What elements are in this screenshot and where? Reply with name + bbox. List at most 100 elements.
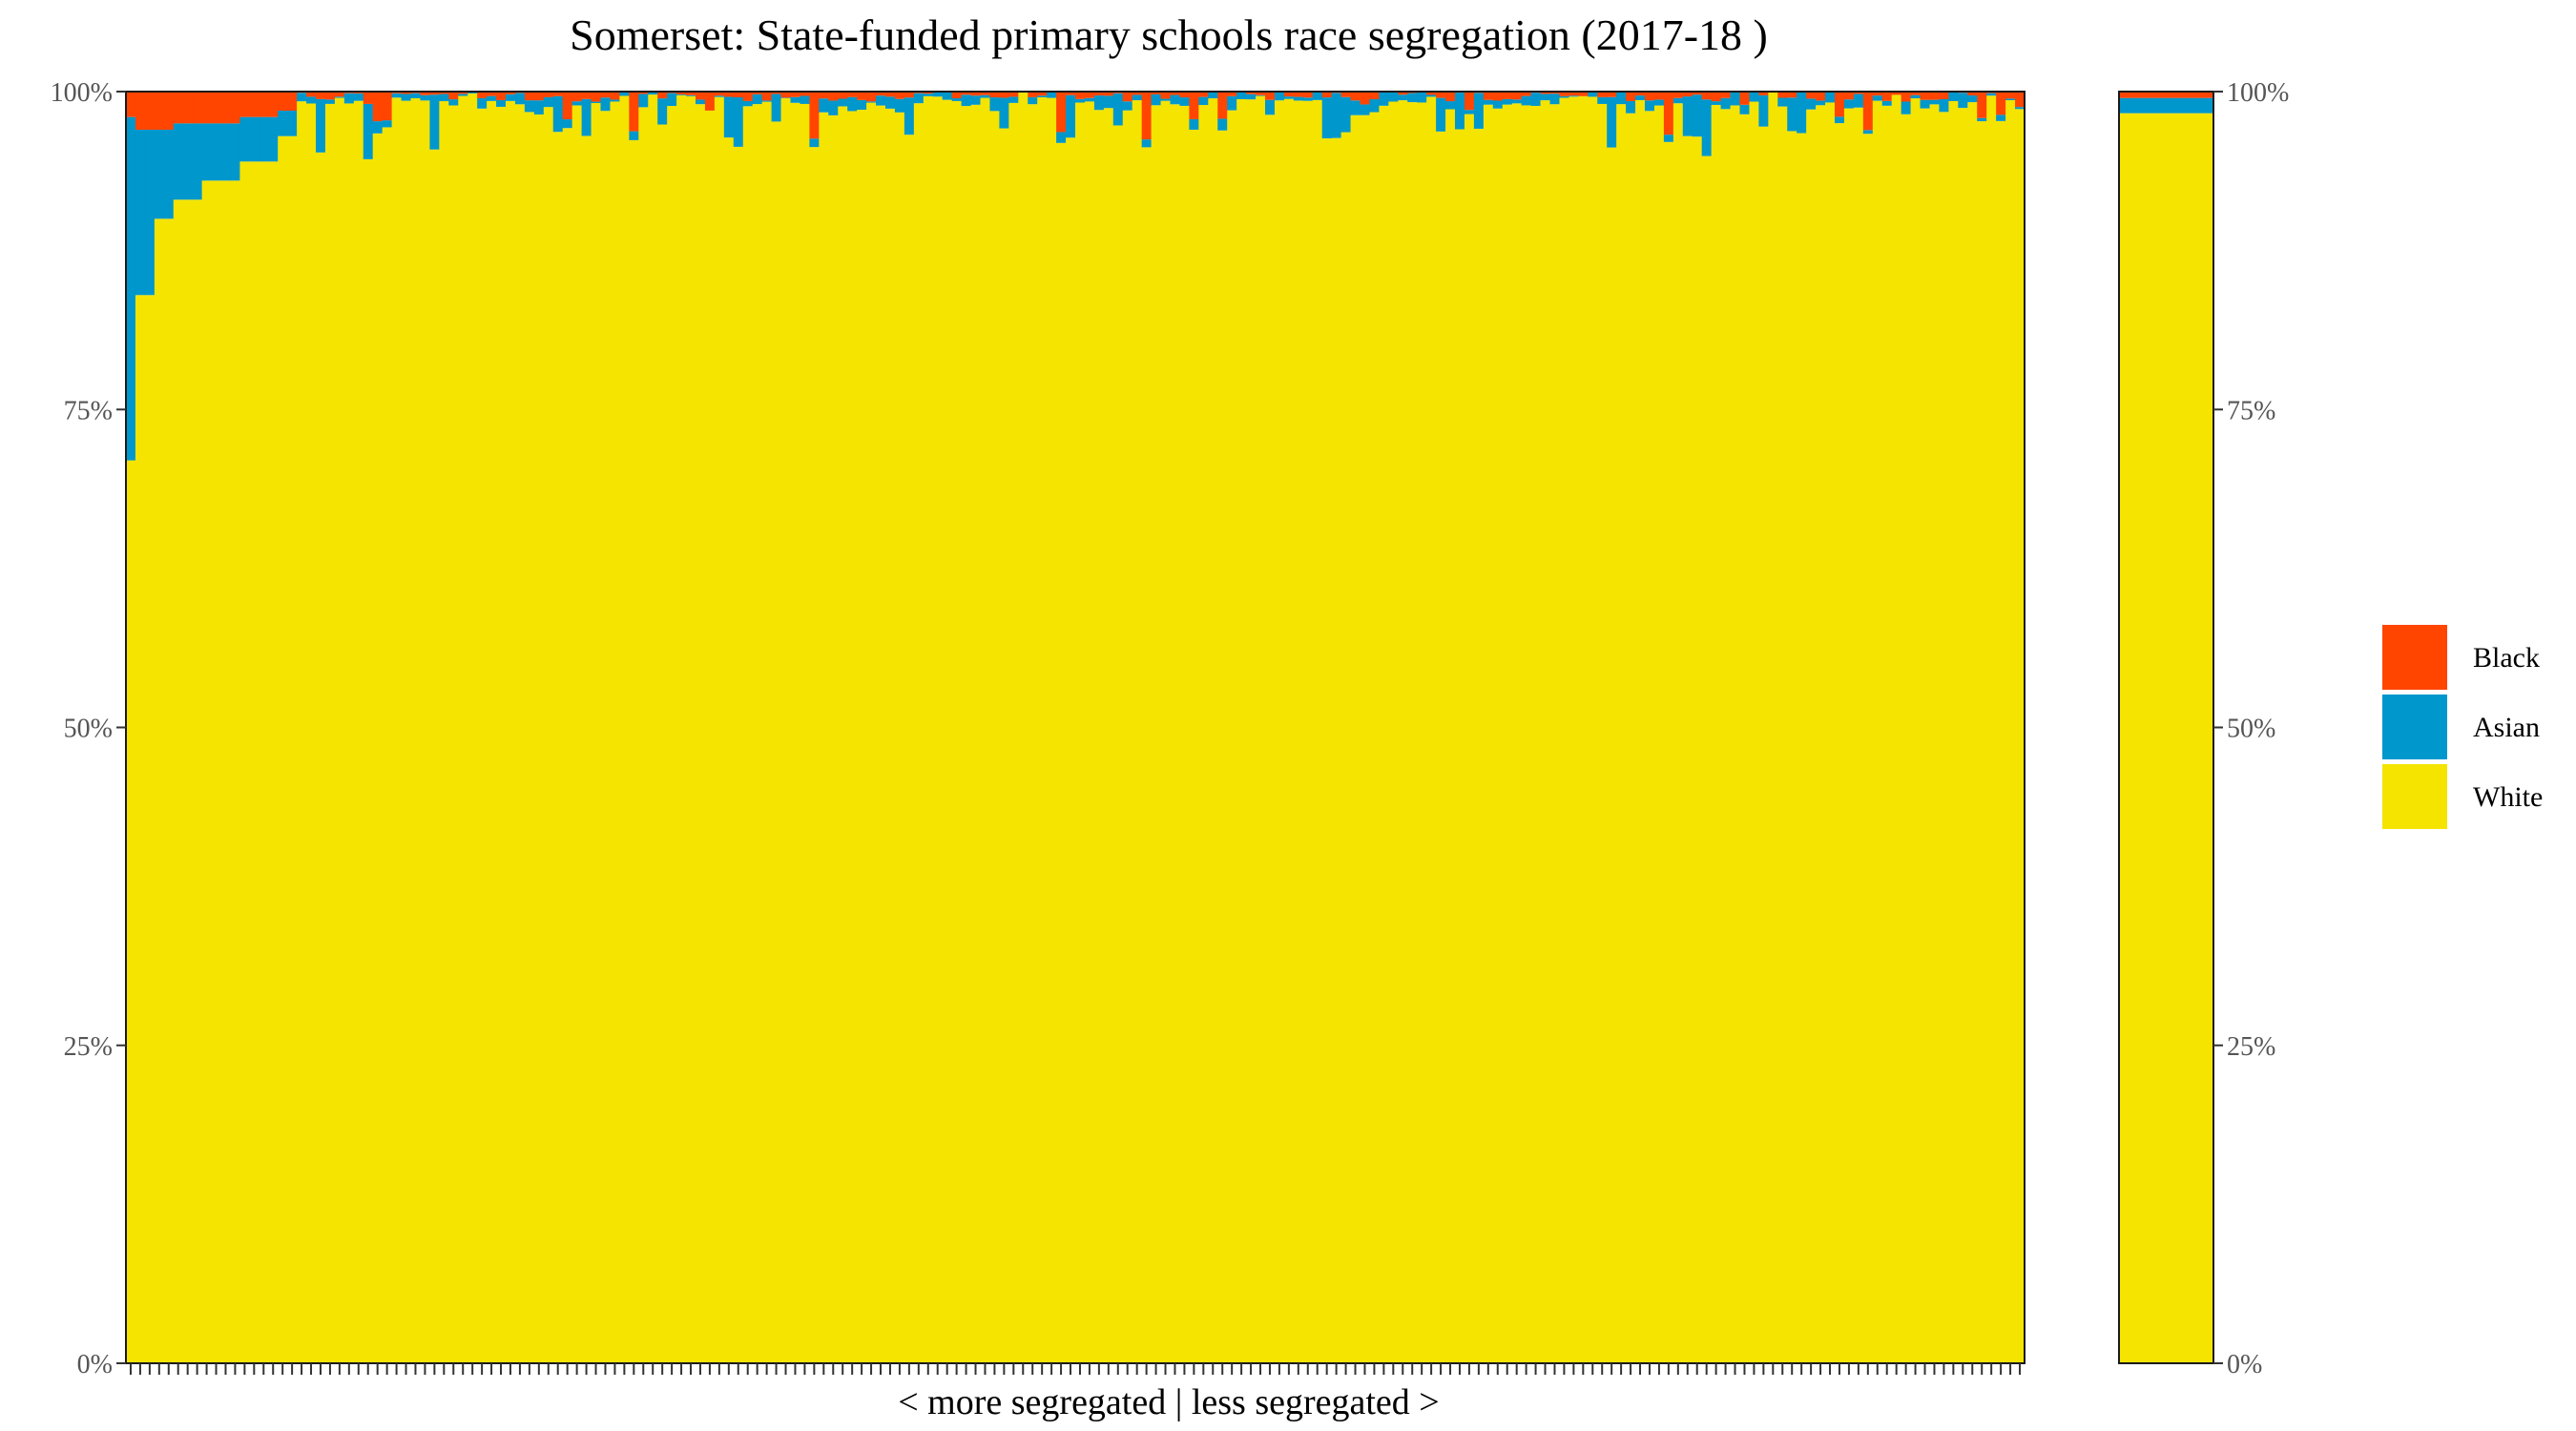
bar-white-segment (1511, 103, 1523, 1363)
bar-asian-segment (600, 97, 612, 112)
y-axis-right: 0% 25% 50% 75% 100% (2213, 78, 2289, 1379)
bar-black-segment (1701, 92, 1713, 100)
bar-black-segment (552, 92, 564, 96)
bar-asian-segment (1473, 93, 1485, 129)
bar-black-segment (1891, 92, 1902, 95)
bar-white-segment (1739, 114, 1751, 1364)
bar-black-segment (324, 92, 336, 100)
bar-black-segment (506, 92, 516, 94)
bar-black-segment (1502, 92, 1513, 99)
bar-asian-segment (809, 138, 820, 148)
bar-asian-segment (1862, 130, 1874, 135)
bar-asian-segment (1588, 92, 1598, 97)
bar-white-segment (1816, 105, 1826, 1364)
bar-white-segment (230, 180, 240, 1363)
overall-asian-segment (2119, 97, 2213, 114)
bar-white-segment (1350, 114, 1361, 1364)
bar-black-segment (629, 92, 639, 132)
bar-white-segment (1626, 113, 1636, 1364)
x-axis-ticks (129, 1363, 2022, 1375)
bar-white-segment (1711, 104, 1722, 1364)
bar-white-segment (477, 108, 488, 1364)
bar-white-segment (562, 128, 573, 1364)
bar-white-segment (1502, 104, 1513, 1363)
legend-swatch-black (2382, 625, 2447, 690)
bar-white-segment (600, 111, 612, 1364)
bar-white-segment (838, 106, 848, 1364)
bar-black-segment (1758, 92, 1769, 95)
bar-black-segment (1436, 92, 1446, 98)
bar-white-segment (1806, 109, 1817, 1364)
bar-white-segment (752, 104, 763, 1363)
overall-white-segment (2119, 113, 2213, 1363)
bar-white-segment (239, 161, 250, 1364)
bar-black-segment (723, 92, 735, 97)
bar-asian-segment (1132, 94, 1143, 101)
bar-asian-segment (1843, 99, 1855, 109)
bar-black-segment (761, 92, 773, 101)
bar-white-segment (1265, 114, 1276, 1363)
bar-white-segment (1455, 129, 1465, 1363)
bar-black-segment (249, 92, 260, 117)
bar-white-segment (999, 128, 1009, 1363)
bar-white-segment (790, 102, 801, 1364)
bar-white-segment (1388, 101, 1399, 1364)
bar-white-segment (1977, 121, 1987, 1363)
y-tick-label-left: 75% (64, 396, 113, 425)
bar-asian-segment (1607, 96, 1617, 148)
bar-asian-segment (1283, 96, 1295, 99)
bar-white-segment (1492, 108, 1504, 1364)
bar-asian-segment (1645, 100, 1655, 112)
bar-asian-segment (610, 99, 620, 102)
bar-white-segment (1018, 93, 1028, 1363)
bar-black-segment (259, 92, 269, 117)
bar-black-segment (1645, 92, 1655, 101)
bar-asian-segment (1881, 100, 1893, 106)
bar-asian-segment (1170, 94, 1181, 105)
bar-black-segment (1920, 92, 1931, 100)
bar-black-segment (923, 92, 934, 94)
bar-asian-segment (1977, 117, 1987, 122)
bar-black-segment (828, 92, 839, 101)
bar-white-segment (1559, 97, 1569, 1363)
bar-black-segment (857, 92, 867, 100)
bar-white-segment (1843, 108, 1855, 1363)
bar-asian-segment (1302, 97, 1314, 101)
bar-white-segment (1749, 101, 1759, 1363)
bar-asian-segment (1910, 94, 1922, 99)
bar-asian-segment (1445, 101, 1456, 110)
bar-black-segment (961, 92, 972, 95)
bar-white-segment (1540, 100, 1551, 1364)
bar-asian-segment (343, 93, 355, 104)
bar-asian-segment (1236, 92, 1247, 99)
bar-white-segment (951, 100, 963, 1363)
bar-black-segment (1321, 92, 1333, 98)
bar-white-segment (1958, 108, 1968, 1363)
bar-black-segment (1511, 92, 1523, 100)
bar-white-segment (857, 110, 867, 1363)
bar-asian-segment (1407, 93, 1418, 103)
bar-asian-segment (619, 92, 630, 96)
bar-asian-segment (306, 96, 317, 104)
bar-asian-segment (1939, 98, 1949, 113)
bar-white-segment (1464, 114, 1475, 1363)
bar-black-segment (1967, 92, 1978, 96)
bar-black-segment (135, 92, 146, 130)
bar-black-segment (1028, 92, 1038, 97)
bar-asian-segment (1692, 94, 1703, 137)
bar-asian-segment (173, 123, 184, 200)
bar-asian-segment (353, 93, 364, 101)
legend: Black Asian White (2382, 625, 2543, 829)
bar-asian-segment (1967, 95, 1978, 103)
bar-white-segment (163, 218, 175, 1363)
bar-black-segment (1578, 92, 1589, 96)
bar-asian-segment (1093, 95, 1105, 111)
bar-white-segment (1645, 111, 1655, 1363)
bar-white-segment (1321, 138, 1333, 1363)
bar-asian-segment (297, 93, 307, 102)
bar-black-segment (192, 92, 203, 124)
bar-asian-segment (1312, 92, 1323, 100)
bar-white-segment (1920, 108, 1931, 1364)
bar-asian-segment (1635, 95, 1646, 100)
bar-black-segment (714, 92, 725, 96)
